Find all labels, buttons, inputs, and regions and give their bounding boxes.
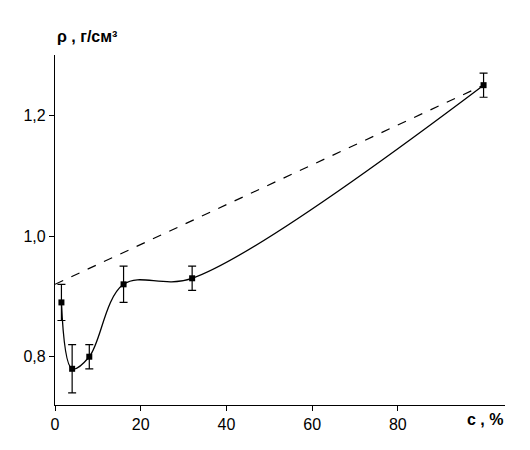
svg-text:1,0: 1,0 [23, 228, 45, 245]
svg-text:1,2: 1,2 [23, 107, 45, 124]
svg-text:0,8: 0,8 [23, 348, 45, 365]
svg-text:ρ , г/см³: ρ , г/см³ [57, 28, 117, 45]
svg-text:80: 80 [389, 416, 407, 433]
svg-text:20: 20 [132, 416, 150, 433]
svg-text:40: 40 [218, 416, 236, 433]
svg-text:60: 60 [303, 416, 321, 433]
svg-text:c , %: c , % [467, 411, 503, 428]
svg-text:0: 0 [51, 416, 60, 433]
